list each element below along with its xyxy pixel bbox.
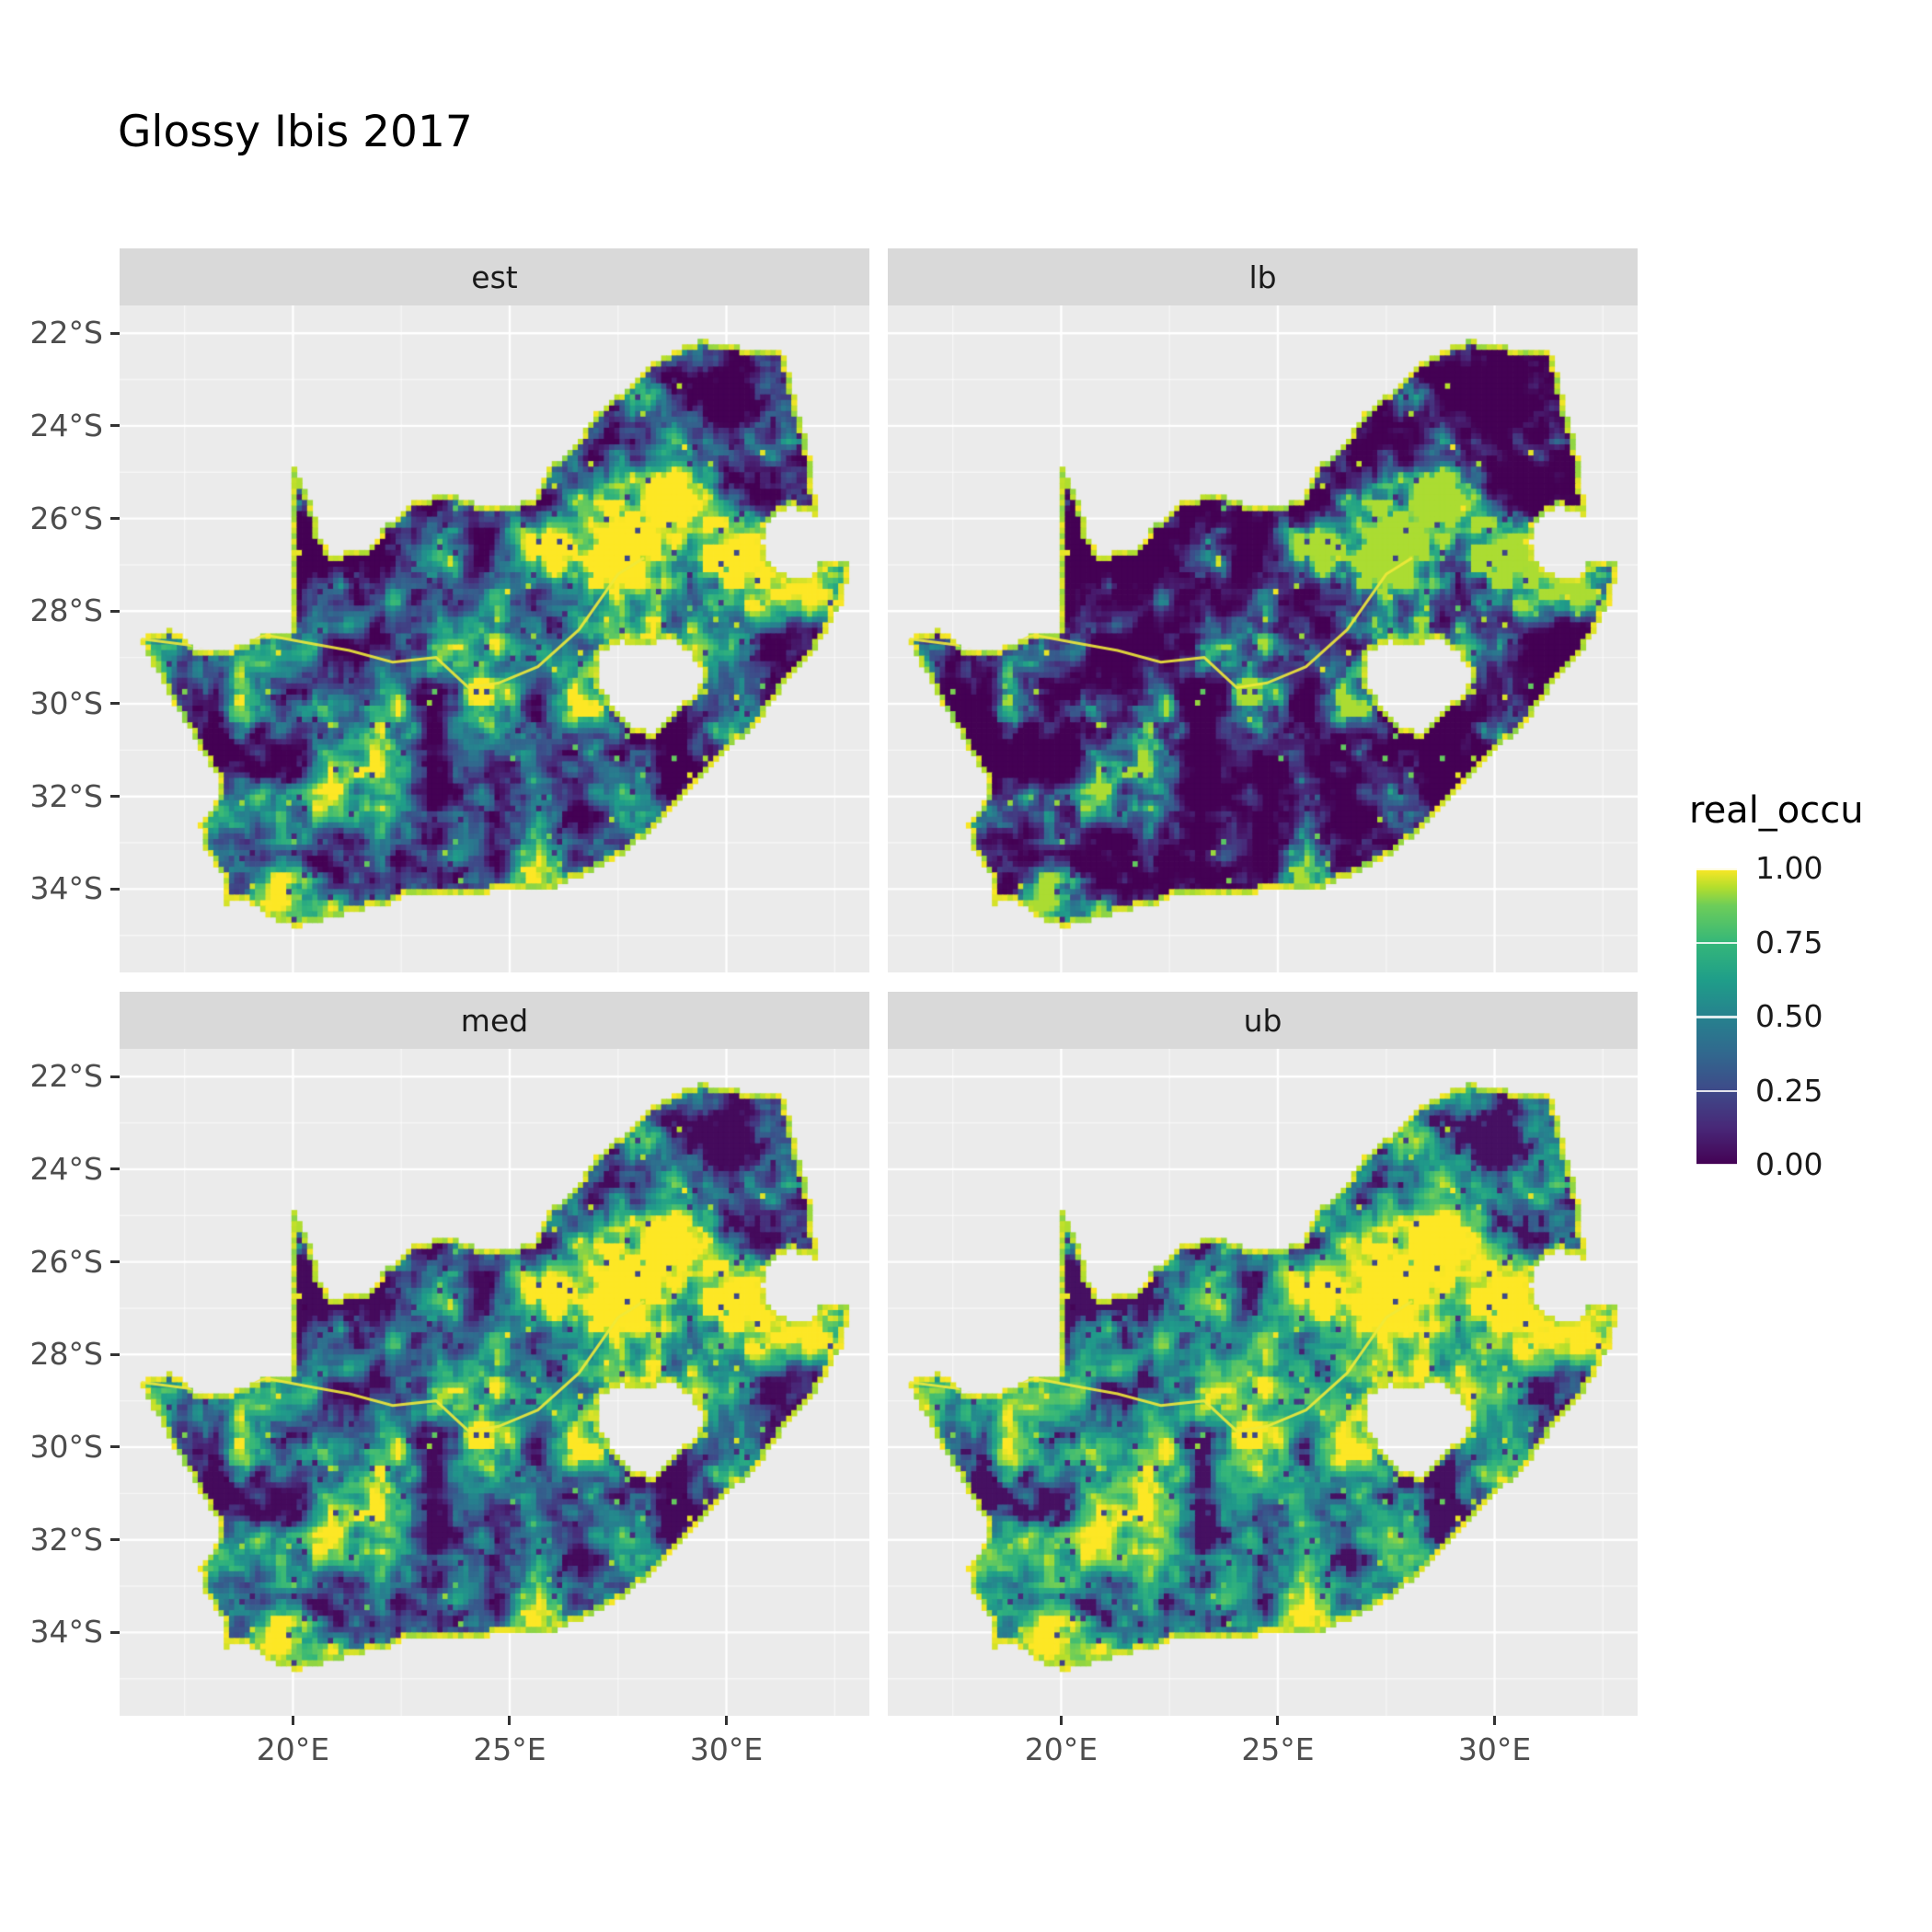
x-tick-mark [1276,1716,1280,1725]
y-tick-label: 32°S [29,777,103,814]
y-tick-mark [110,1260,120,1264]
facet-map-lb [888,305,1638,972]
y-tick-mark [110,424,120,428]
facet-strip-label: ub [1243,1002,1282,1039]
y-tick-mark [110,1075,120,1078]
x-tick-mark [1059,1716,1063,1725]
legend-tick-label: 0.25 [1755,1072,1823,1109]
x-tick-mark [508,1716,512,1725]
y-tick-label: 28°S [29,592,103,629]
y-tick-label: 26°S [29,500,103,536]
y-tick-mark [110,517,120,521]
x-tick-label: 20°E [256,1731,330,1767]
y-tick-mark [110,1445,120,1449]
y-tick-label: 22°S [29,315,103,351]
legend-tick-mark [1696,868,1737,870]
y-tick-label: 34°S [29,1614,103,1650]
facet-strip-med: med [120,992,869,1049]
y-tick-label: 26°S [29,1243,103,1280]
y-tick-label: 30°S [29,1428,103,1465]
y-tick-mark [110,887,120,891]
y-tick-mark [110,1538,120,1542]
y-tick-mark [110,1167,120,1171]
y-tick-mark [110,702,120,706]
x-tick-label: 30°E [689,1731,764,1767]
facet-strip-label: est [471,259,518,295]
y-tick-label: 28°S [29,1336,103,1373]
legend-tick-label: 0.50 [1755,998,1823,1034]
plot-title: Glossy Ibis 2017 [118,107,473,157]
legend-tick-label: 0.00 [1755,1146,1823,1182]
y-tick-label: 34°S [29,870,103,907]
legend-tick-label: 0.75 [1755,924,1823,960]
x-tick-mark [725,1716,729,1725]
facet-strip-ub: ub [888,992,1638,1049]
legend-tick-mark [1696,1164,1737,1167]
legend-title: real_occu [1689,789,1864,832]
facet-strip-est: est [120,248,869,305]
facet-strip-lb: lb [888,248,1638,305]
x-tick-label: 30°E [1457,1731,1532,1767]
legend-tick-mark [1696,1089,1737,1092]
y-tick-mark [110,331,120,335]
legend-tick-mark [1696,1016,1737,1018]
x-tick-mark [291,1716,294,1725]
x-tick-label: 25°E [473,1731,546,1767]
y-tick-label: 24°S [29,407,103,443]
y-tick-label: 24°S [29,1150,103,1187]
y-tick-mark [110,609,120,613]
x-tick-label: 25°E [1241,1731,1315,1767]
facet-map-ub [888,1049,1638,1716]
y-tick-mark [110,1352,120,1356]
facet-strip-label: med [460,1002,529,1039]
y-tick-label: 32°S [29,1521,103,1558]
legend-tick-mark [1696,941,1737,944]
legend-tick-label: 1.00 [1755,850,1823,886]
y-tick-mark [110,795,120,799]
x-tick-mark [1493,1716,1497,1725]
facet-map-est [120,305,869,972]
y-tick-label: 22°S [29,1058,103,1095]
y-tick-mark [110,1630,120,1634]
facet-map-med [120,1049,869,1716]
facet-strip-label: lb [1248,259,1277,295]
x-tick-label: 20°E [1024,1731,1098,1767]
y-tick-label: 30°S [29,684,103,721]
